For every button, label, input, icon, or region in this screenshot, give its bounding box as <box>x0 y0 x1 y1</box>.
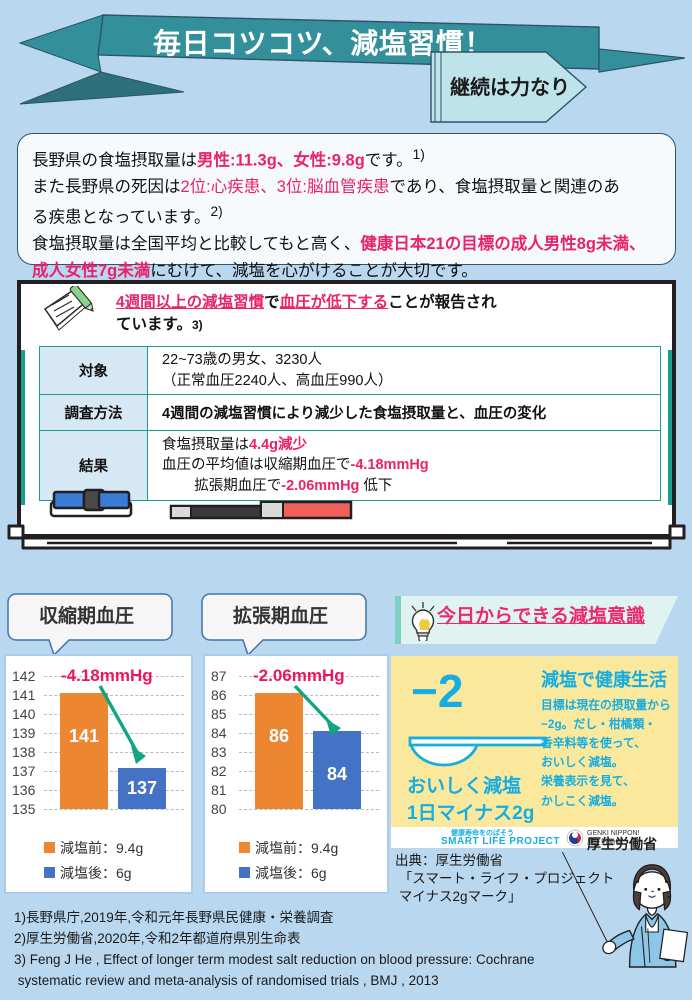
svg-text:拡張期血圧: 拡張期血圧 <box>233 604 328 627</box>
svg-text:収縮期血圧: 収縮期血圧 <box>39 604 134 627</box>
svg-text:継続は力なり: 継続は力なり <box>450 75 570 99</box>
